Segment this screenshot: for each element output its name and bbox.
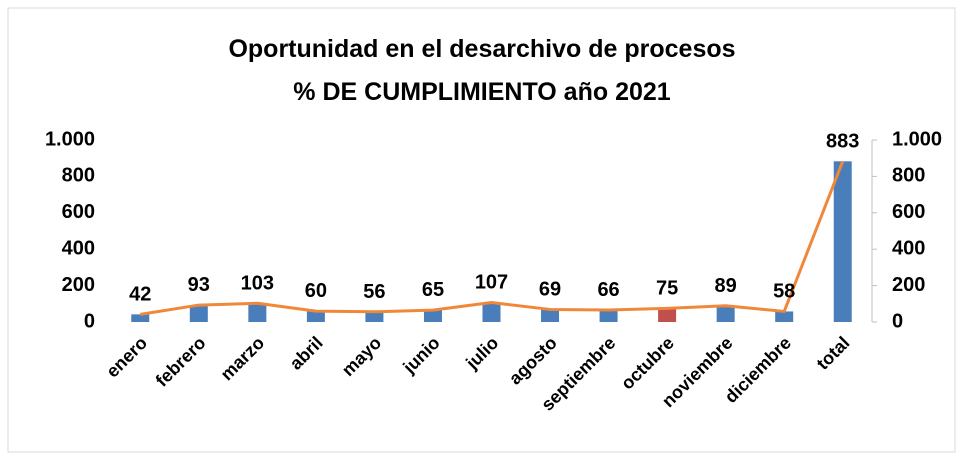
y-tick-label: 800 xyxy=(62,165,95,187)
bar xyxy=(833,161,852,322)
y2-tick-label: 600 xyxy=(892,201,925,223)
bar xyxy=(541,309,560,322)
bar xyxy=(248,303,267,322)
data-label: 69 xyxy=(539,278,561,300)
y-tick-label: 0 xyxy=(84,310,95,332)
line-series xyxy=(140,160,845,316)
data-label: 60 xyxy=(305,280,327,302)
data-label: 56 xyxy=(363,281,385,303)
y2-tick-label: 1.000 xyxy=(892,128,942,150)
bar xyxy=(775,311,794,322)
chart-title: Oportunidad en el desarchivo de procesos xyxy=(228,35,735,63)
y-tick-label: 1.000 xyxy=(45,128,95,150)
data-label: 65 xyxy=(422,279,444,301)
data-label: 93 xyxy=(188,274,210,296)
data-label: 89 xyxy=(715,275,737,297)
y-tick-label: 400 xyxy=(62,237,95,259)
bar xyxy=(189,305,208,322)
y-tick-label: 200 xyxy=(62,274,95,296)
bar xyxy=(658,308,677,322)
data-label: 66 xyxy=(597,279,619,301)
data-label: 75 xyxy=(656,277,678,299)
data-label: 103 xyxy=(241,272,274,294)
data-label: 107 xyxy=(475,272,508,294)
y-tick-label: 600 xyxy=(62,201,95,223)
data-label: 883 xyxy=(826,130,859,152)
y2-tick-label: 800 xyxy=(892,165,925,187)
y2-tick-label: 400 xyxy=(892,237,925,259)
data-label: 42 xyxy=(129,283,151,305)
bar xyxy=(365,311,384,322)
y2-tick-label: 200 xyxy=(892,274,925,296)
chart-title: % DE CUMPLIMIENTO año 2021 xyxy=(293,78,670,106)
bar xyxy=(716,305,735,322)
y2-tick-label: 0 xyxy=(892,310,903,332)
bar xyxy=(482,302,501,322)
bar xyxy=(131,314,150,322)
bar xyxy=(423,310,442,322)
bar xyxy=(306,311,325,322)
bar xyxy=(599,309,618,322)
data-label: 58 xyxy=(773,280,795,302)
chart-frame xyxy=(7,7,956,453)
